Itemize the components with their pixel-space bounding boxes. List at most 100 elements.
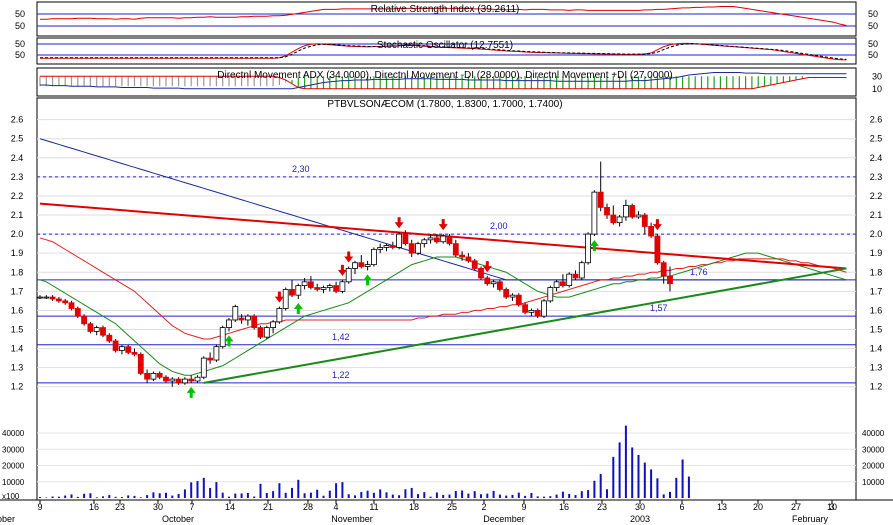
candle-body-down xyxy=(478,268,484,279)
volume-bar xyxy=(139,497,142,498)
date-tick-label: 9 xyxy=(521,502,526,512)
price-tick-label-right: 2.2 xyxy=(870,191,883,201)
candle-body-up xyxy=(326,285,333,288)
candle-body-down xyxy=(641,214,648,227)
candle-body-down xyxy=(289,289,295,296)
candle-body-up xyxy=(200,357,207,378)
price-tick-label-right: 2.1 xyxy=(870,210,883,220)
volume-bar xyxy=(524,495,527,498)
candle-body-up xyxy=(440,235,447,243)
volume-bar xyxy=(196,481,199,498)
candle-body-up xyxy=(421,239,428,245)
date-tick-label: 25 xyxy=(447,502,457,512)
candle-body-down xyxy=(81,315,87,325)
candle-body-down xyxy=(333,285,340,292)
date-tick-label: 27 xyxy=(791,502,801,512)
candle-body-down xyxy=(402,233,409,245)
stochastic-tick-label-right: 50 xyxy=(868,50,878,60)
stochastic-tick-label-left: 50 xyxy=(15,50,25,60)
candle-body-up xyxy=(320,287,327,290)
price-tick-label-right: 1.6 xyxy=(870,305,883,315)
candle-body-down xyxy=(125,346,132,353)
candle-body-down xyxy=(522,304,528,313)
candle-body-down xyxy=(660,262,667,277)
volume-bar xyxy=(650,469,653,498)
volume-bar xyxy=(228,496,230,498)
stochastic-title: Stochastic Oscillator (12.7551) xyxy=(377,40,513,51)
candle-body-up xyxy=(339,281,346,292)
stochastic-tick-label-right: 50 xyxy=(868,39,878,49)
volume-tick-label-right: 40000 xyxy=(862,429,885,438)
volume-bar xyxy=(278,483,281,498)
candle-body-up xyxy=(276,308,283,323)
volume-bar xyxy=(568,493,571,498)
price-tick-label-left: 2.3 xyxy=(11,172,24,182)
candle-body-down xyxy=(515,294,522,306)
volume-bar xyxy=(435,492,438,498)
candle-body-up xyxy=(150,372,157,380)
candle-body-up xyxy=(585,233,591,264)
volume-bar xyxy=(265,492,268,498)
volume-bar xyxy=(662,494,665,498)
volume-bar xyxy=(120,497,123,498)
candle-body-up xyxy=(244,315,251,321)
candle-body-up xyxy=(263,327,270,338)
candle-body-down xyxy=(74,308,81,317)
price-tick-label-right: 1.5 xyxy=(870,325,883,335)
candle-body-up xyxy=(427,237,434,241)
volume-bar xyxy=(505,495,508,498)
candle-body-up xyxy=(93,327,100,332)
candle-body-down xyxy=(452,243,459,256)
volume-bar xyxy=(360,491,363,498)
candle-body-up xyxy=(396,233,403,248)
candle-body-down xyxy=(238,317,245,321)
candle-body-down xyxy=(56,298,62,302)
date-tick-label: 21 xyxy=(263,502,273,512)
volume-bar xyxy=(454,491,457,498)
volume-bar xyxy=(272,491,275,498)
volume-tick-label-right: 20000 xyxy=(862,462,885,471)
volume-bar xyxy=(347,494,350,498)
rsi-panel xyxy=(36,1,857,37)
volume-bar xyxy=(316,489,319,498)
volume-bar xyxy=(146,495,149,498)
volume-bar xyxy=(303,493,306,498)
axes: 2.6 2.6 2.5 2.5 2.4 2.4 2.3 2.3 2.2 2.2 2.1 2.1 2.0 2… xyxy=(0,115,893,524)
volume-tick-label-left: 30000 xyxy=(2,445,25,454)
price-tick-label-left: 1.2 xyxy=(11,382,24,392)
month-label: February xyxy=(792,514,829,524)
volume-bar xyxy=(492,490,495,498)
price-tick-label-left: 1.9 xyxy=(11,248,24,258)
volume-bar xyxy=(309,492,312,498)
moving-averages xyxy=(39,138,847,376)
price-tick-label-left: 1.6 xyxy=(11,305,24,315)
volume-bar xyxy=(637,454,640,498)
volume-bar xyxy=(89,493,92,498)
date-tick-label: 13 xyxy=(717,502,727,512)
price-tick-label-left: 2.2 xyxy=(11,191,24,201)
volume-bar xyxy=(580,491,583,498)
volume-bar xyxy=(442,494,445,498)
month-label: ober xyxy=(0,514,15,524)
month-label: December xyxy=(483,514,525,524)
volume-bar xyxy=(669,491,671,498)
candles xyxy=(37,161,673,387)
volume-bar xyxy=(372,492,375,498)
candle-body-down xyxy=(654,235,661,264)
volume-bar xyxy=(461,490,464,498)
candle-body-down xyxy=(496,281,503,290)
candle-body-up xyxy=(232,306,239,321)
sell-arrow-icon xyxy=(438,219,448,231)
candle-body-down xyxy=(471,260,478,269)
volume-bar xyxy=(76,496,79,498)
price-tick-label-left: 2.5 xyxy=(11,134,24,144)
volume-tick-label-right: 10000 xyxy=(862,478,885,487)
volume-bar xyxy=(165,492,167,498)
date-tick-label: 9 xyxy=(37,502,42,512)
volume-bar xyxy=(51,496,54,498)
volume-bar xyxy=(190,482,193,498)
candle-body-down xyxy=(446,235,453,245)
price-tick-label-left: 2.6 xyxy=(11,115,24,125)
candle-body-down xyxy=(131,351,138,355)
candle-body-down xyxy=(106,334,113,342)
